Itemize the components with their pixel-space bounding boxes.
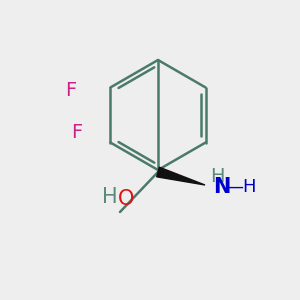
Text: N: N: [213, 177, 230, 197]
Text: F: F: [71, 122, 82, 142]
Text: H: H: [210, 167, 224, 185]
Text: —H: —H: [225, 178, 256, 196]
Text: F: F: [65, 80, 76, 100]
Polygon shape: [157, 167, 205, 185]
Text: O: O: [118, 189, 134, 209]
Text: H: H: [102, 187, 118, 207]
